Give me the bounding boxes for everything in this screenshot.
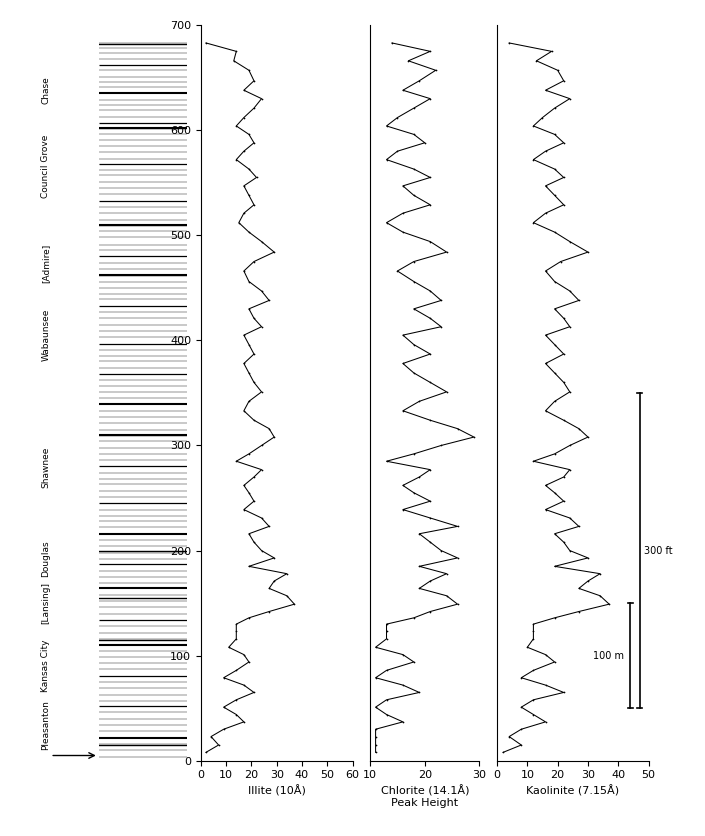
Text: Shawnee: Shawnee — [42, 446, 50, 487]
Text: Council Grove: Council Grove — [42, 135, 50, 198]
Text: Chase: Chase — [42, 76, 50, 104]
Text: [Admire]: [Admire] — [42, 243, 50, 283]
Text: [Lansing]: [Lansing] — [42, 582, 50, 624]
Text: Wabaunsee: Wabaunsee — [42, 309, 50, 361]
X-axis label: Kaolinite (7.15Å): Kaolinite (7.15Å) — [526, 785, 620, 796]
Text: Douglas: Douglas — [42, 540, 50, 577]
Text: Pleasanton: Pleasanton — [42, 701, 50, 750]
X-axis label: Illite (10Å): Illite (10Å) — [247, 785, 306, 796]
Text: 100 m: 100 m — [594, 650, 625, 660]
Text: Kansas City: Kansas City — [42, 640, 50, 692]
X-axis label: Chlorite (14.1Å)
Peak Height: Chlorite (14.1Å) Peak Height — [381, 785, 469, 808]
Text: 300 ft: 300 ft — [644, 546, 673, 556]
